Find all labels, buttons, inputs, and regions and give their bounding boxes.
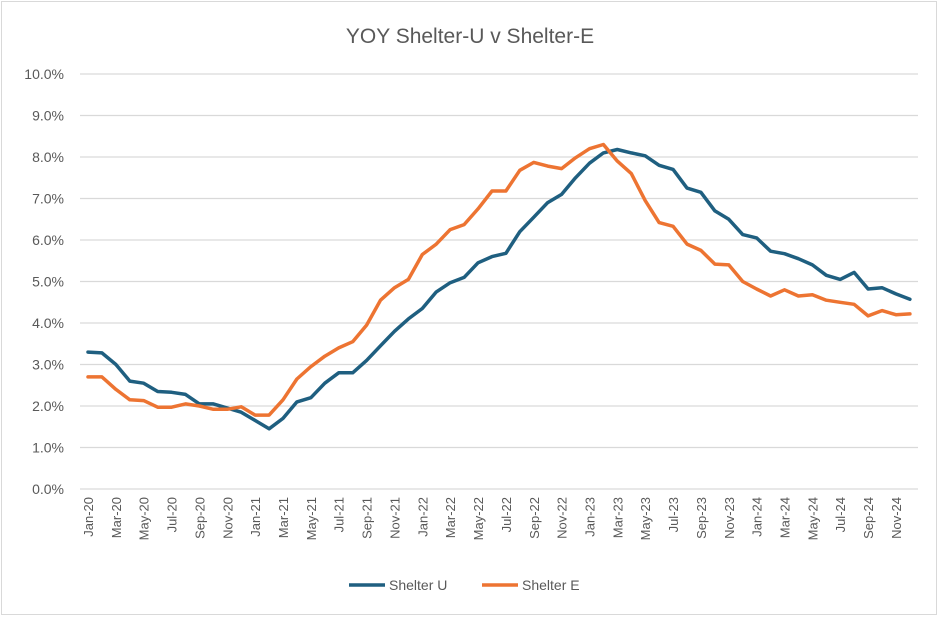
x-tick-label: Sep-24	[861, 497, 876, 539]
x-tick-label: May-20	[137, 497, 152, 540]
x-tick-label: Mar-22	[443, 497, 458, 538]
x-tick-label: Mar-20	[109, 497, 124, 538]
x-tick-label: Mar-21	[276, 497, 291, 538]
x-tick-label: Jan-20	[81, 497, 96, 537]
x-tick-label: Nov-21	[387, 497, 402, 539]
y-tick-label: 9.0%	[32, 108, 64, 124]
x-tick-label: Mar-24	[778, 497, 793, 538]
x-tick-label: Jul-23	[666, 497, 681, 532]
x-tick-label: Jul-22	[499, 497, 514, 532]
legend-label: Shelter E	[522, 577, 580, 593]
series-line-shelter-e	[86, 142, 912, 417]
y-tick-label: 5.0%	[32, 274, 64, 290]
y-tick-label: 8.0%	[32, 149, 64, 165]
x-tick-label: Jan-21	[248, 497, 263, 537]
x-tick-label: May-24	[805, 497, 820, 540]
x-tick-label: Jul-21	[332, 497, 347, 532]
x-tick-label: Jan-23	[582, 497, 597, 537]
y-tick-label: 2.0%	[32, 398, 64, 414]
x-tick-label: Jul-20	[165, 497, 180, 532]
legend-label: Shelter U	[389, 577, 447, 593]
x-tick-label: May-21	[304, 497, 319, 540]
x-tick-label: Jan-22	[415, 497, 430, 537]
x-tick-label: Nov-22	[555, 497, 570, 539]
x-tick-label: Sep-20	[192, 497, 207, 539]
x-tick-label: Jul-24	[833, 497, 848, 532]
chart-title: YOY Shelter-U v Shelter-E	[346, 25, 594, 48]
y-tick-label: 3.0%	[32, 357, 64, 373]
x-tick-label: Sep-23	[694, 497, 709, 539]
x-tick-label: Mar-23	[610, 497, 625, 538]
y-tick-label: 6.0%	[32, 232, 64, 248]
x-tick-label: May-22	[471, 497, 486, 540]
y-tick-label: 1.0%	[32, 440, 64, 456]
x-tick-label: May-23	[638, 497, 653, 540]
y-tick-label: 10.0%	[24, 66, 64, 82]
x-tick-label: Sep-22	[527, 497, 542, 539]
y-tick-label: 0.0%	[32, 481, 64, 497]
y-tick-label: 4.0%	[32, 315, 64, 331]
x-tick-label: Nov-24	[889, 497, 904, 539]
x-tick-label: Sep-21	[360, 497, 375, 539]
x-tick-label: Jan-24	[750, 497, 765, 537]
series-line-shelter-u	[86, 147, 912, 431]
x-tick-label: Nov-23	[722, 497, 737, 539]
y-tick-label: 7.0%	[32, 191, 64, 207]
x-tick-label: Nov-20	[220, 497, 235, 539]
